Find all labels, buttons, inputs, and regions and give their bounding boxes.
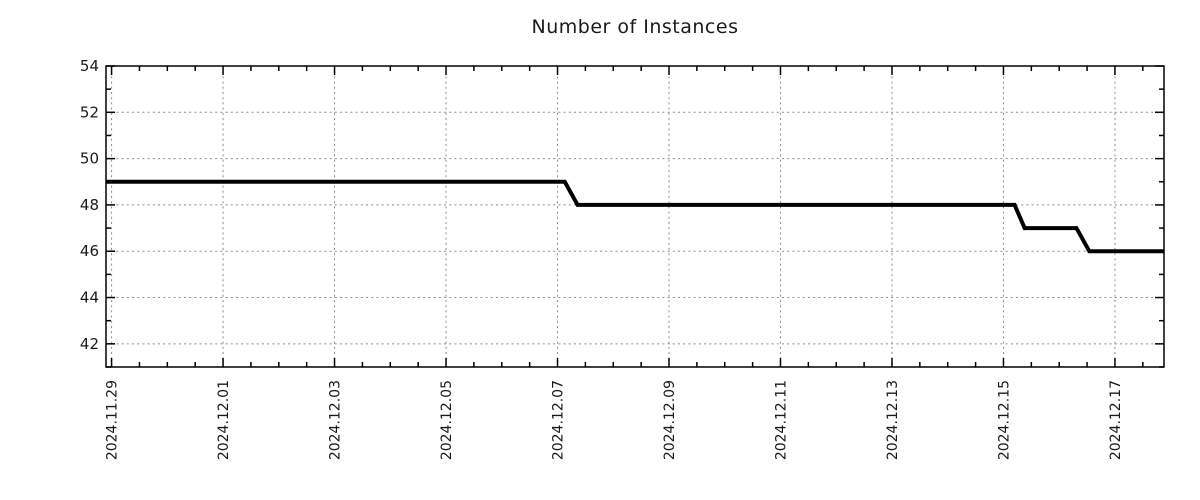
gridlines: [106, 65, 1164, 367]
chart-title: Number of Instances: [531, 16, 739, 38]
x-tick-label: 2024.12.03: [328, 380, 344, 460]
y-tick-label: 54: [80, 57, 99, 75]
tick-marks: [106, 65, 1164, 368]
y-tick-label: 42: [80, 335, 99, 353]
x-tick-label: 2024.11.29: [105, 380, 121, 460]
x-tick-label: 2024.12.11: [773, 380, 789, 460]
y-tick-label: 44: [80, 289, 99, 307]
x-tick-label: 2024.12.01: [216, 380, 232, 460]
y-tick-label: 48: [80, 196, 99, 214]
series-line-instances: [106, 179, 1164, 254]
plot-frame: [105, 65, 1165, 368]
x-tick-label: 2024.12.15: [996, 380, 1012, 460]
y-tick-label: 50: [80, 150, 99, 168]
y-tick-label: 46: [80, 242, 99, 260]
axis-labels: 42 44 46 48 50 52 54 2024.11.29 2024.12.01 2024.1…: [80, 57, 1124, 460]
x-tick-label: 2024.12.13: [885, 380, 901, 460]
x-tick-label: 2024.12.09: [662, 380, 678, 460]
y-tick-label: 52: [80, 103, 99, 121]
x-tick-label: 2024.12.05: [439, 380, 455, 460]
x-tick-label: 2024.12.07: [551, 380, 567, 460]
x-tick-label: 2024.12.17: [1108, 380, 1124, 460]
